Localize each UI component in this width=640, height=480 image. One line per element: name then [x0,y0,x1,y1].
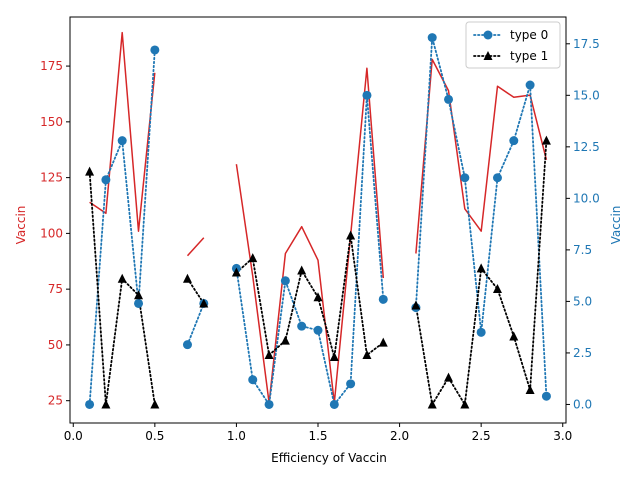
series-2-point [492,284,502,294]
right-y-tick-label: 5.0 [573,294,592,308]
series-2-point [280,335,290,345]
series-0-line [186,237,205,257]
series-0-line [415,58,548,254]
x-axis-label: Efficiency of Vaccin [271,451,387,465]
series-2-point [101,399,111,409]
series-2-point [346,230,356,240]
series-1-point [460,173,470,183]
right-y-tick-label: 7.5 [573,243,592,257]
series-1-point [280,276,290,286]
series-2-point [329,352,339,362]
x-axis-ticks: 0.0 0.5 1.0 1.5 2.0 2.5 3.0 [64,423,572,443]
series-2-point [427,399,437,409]
left-y-tick-label: 150 [40,115,63,129]
series-2-point [182,273,192,283]
series-2-point [525,385,535,395]
series-0-line [235,67,385,404]
series-2-point [248,253,258,263]
series-1-point [492,173,502,183]
series-0-line [89,31,156,232]
series-2-point [297,265,307,275]
right-y-tick-label: 10.0 [573,191,600,205]
series-1-line [235,94,385,406]
left-y-tick-label: 25 [48,394,63,408]
series-1-point [117,136,127,146]
legend-marker-type-1 [483,51,493,60]
right-y-axis-ticks: 0.0 2.5 5.0 7.5 10.0 12.5 15.0 17.5 [566,37,600,411]
series-2-point [476,263,486,273]
series-2-point [199,298,209,308]
legend-marker-type-0 [483,30,493,40]
x-tick-label: 2.5 [472,429,491,443]
series-1-point [362,90,372,100]
series-2-point [378,337,388,347]
series-1-point [525,80,535,90]
series-1-point [150,45,160,55]
series-1-point [378,294,388,304]
series-2-point [117,273,127,283]
series-1-point [509,136,519,146]
series-1-point [264,399,274,409]
series-2-point [85,166,95,176]
series-1-point [427,33,437,43]
series-2-point [460,399,470,409]
series-1-line [186,302,205,346]
series-2-line [186,277,205,305]
plot-markers [85,33,551,409]
series-1-point [182,340,192,350]
legend-label: type 0 [510,28,548,42]
series-2-point [150,399,160,409]
series-2-line [235,234,385,359]
right-y-tick-label: 15.0 [573,88,600,102]
legend-label: type 1 [510,49,548,63]
series-1-point [476,327,486,337]
series-2-point [134,290,144,300]
x-tick-label: 0.0 [64,429,83,443]
left-y-tick-label: 100 [40,226,63,240]
series-1-point [297,321,307,331]
right-y-axis-label: Vaccin [609,206,623,245]
left-y-tick-label: 50 [48,338,63,352]
right-y-tick-label: 0.0 [573,397,592,411]
series-2-point [362,349,372,359]
right-y-tick-label: 12.5 [573,140,600,154]
x-tick-label: 3.0 [553,429,572,443]
series-2-point [541,135,551,145]
series-1-point [313,325,323,335]
series-1-point [101,175,111,185]
right-y-tick-label: 17.5 [573,37,600,51]
series-1-point [329,399,339,409]
series-2-point [444,372,454,382]
series-1-point [134,298,144,308]
series-1-point [444,94,454,104]
x-tick-label: 0.5 [145,429,164,443]
left-y-tick-label: 175 [40,59,63,73]
left-y-axis-ticks: 25 50 75 100 125 150 175 [40,59,70,408]
series-2-point [411,300,421,310]
x-tick-label: 1.0 [227,429,246,443]
legend: type 0 type 1 [465,21,561,69]
series-2-point [264,349,274,359]
series-2-point [231,267,241,277]
left-y-axis-label: Vaccin [14,206,28,245]
series-1-point [346,379,356,389]
left-y-tick-label: 75 [48,282,63,296]
x-tick-label: 2.0 [390,429,409,443]
series-1-point [85,399,95,409]
x-tick-label: 1.5 [308,429,327,443]
right-y-tick-label: 2.5 [573,346,592,360]
series-2-point [313,292,323,302]
left-y-tick-label: 125 [40,171,63,185]
series-1-point [248,375,258,385]
series-1-point [541,391,551,401]
series-2-point [509,331,519,341]
